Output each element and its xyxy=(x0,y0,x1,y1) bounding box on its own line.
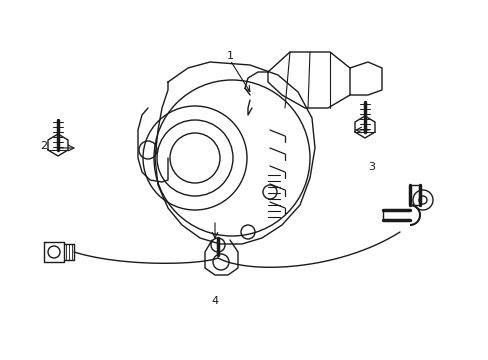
Text: 3: 3 xyxy=(367,162,374,172)
Text: 4: 4 xyxy=(211,296,218,306)
Text: 1: 1 xyxy=(226,51,233,61)
Text: 2: 2 xyxy=(41,141,47,151)
